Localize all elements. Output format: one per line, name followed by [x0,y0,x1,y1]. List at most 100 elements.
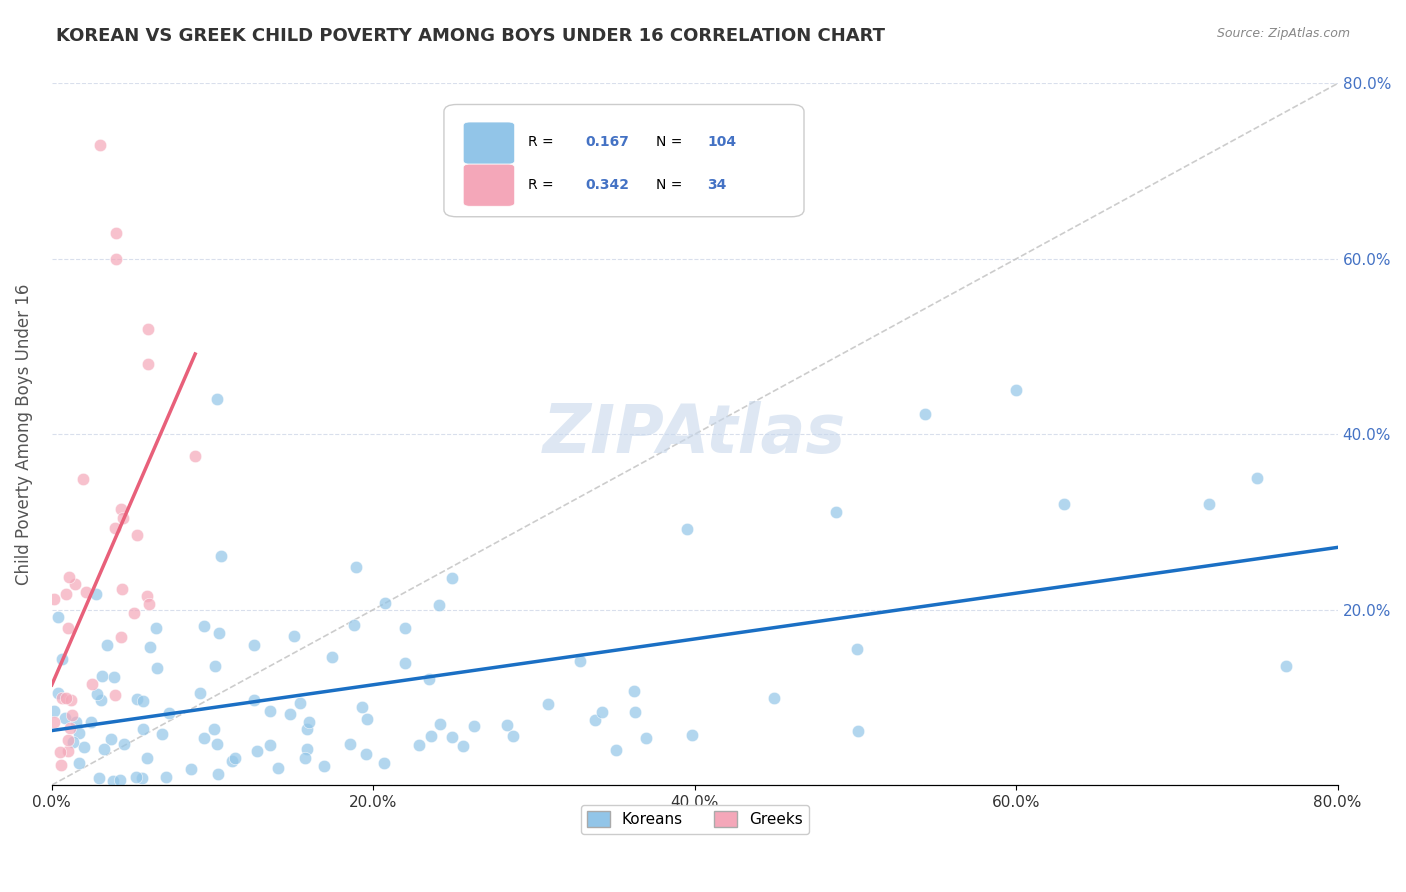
Point [103,670,125,684]
FancyBboxPatch shape [444,104,804,217]
Point [111,511,134,525]
Point [184,450,207,464]
Point [1275,659,1298,673]
Point [108,772,131,787]
Point [131,771,153,785]
Point [418,672,440,686]
Point [145,621,167,635]
Point [56,744,79,758]
Point [591,705,613,719]
Point [58,570,80,584]
Point [62,734,84,748]
Point [125,770,148,784]
Point [90,669,112,683]
Point [339,737,361,751]
Point [63,577,86,591]
Point [58,732,80,747]
Point [440,571,463,585]
Point [188,686,211,700]
Point [90,693,112,707]
Point [157,706,180,720]
Text: N =: N = [657,136,688,149]
Point [146,661,169,675]
Point [125,528,148,542]
Point [675,522,697,536]
Point [374,596,396,610]
Legend: Koreans, Greeks: Koreans, Greeks [581,805,808,834]
Point [67,726,90,740]
Point [80,714,103,729]
Point [42,592,65,607]
Point [243,638,266,652]
Point [762,691,785,706]
Point [55,587,77,601]
Point [89,137,111,152]
Point [1198,498,1220,512]
Point [373,756,395,771]
Point [110,631,132,645]
Point [429,717,451,731]
Point [46,609,69,624]
Point [59,693,82,707]
Point [321,650,343,665]
Point [103,774,125,789]
Text: 104: 104 [707,136,737,149]
Point [136,322,159,336]
Point [1246,471,1268,485]
Point [46,686,69,700]
Point [80,677,103,691]
Point [914,408,936,422]
Point [583,713,606,727]
Point [73,740,96,755]
Point [202,723,225,737]
Point [96,639,118,653]
Point [135,751,157,765]
Point [267,760,290,774]
FancyBboxPatch shape [463,122,515,164]
Point [139,640,162,655]
Point [451,739,474,754]
Text: KOREAN VS GREEK CHILD POVERTY AMONG BOYS UNDER 16 CORRELATION CHART: KOREAN VS GREEK CHILD POVERTY AMONG BOYS… [56,27,886,45]
Point [112,737,135,751]
Point [259,739,281,753]
Point [105,252,128,266]
Point [636,731,658,745]
Point [427,598,450,612]
Point [138,597,160,611]
Point [193,731,215,746]
Point [135,589,157,603]
Point [846,723,869,738]
Point [103,521,125,535]
Point [294,751,316,765]
Point [537,697,560,711]
Point [298,715,321,730]
Text: Source: ZipAtlas.com: Source: ZipAtlas.com [1216,27,1350,40]
Point [205,737,228,751]
Y-axis label: Child Poverty Among Boys Under 16: Child Poverty Among Boys Under 16 [15,284,32,585]
Point [288,696,311,710]
Point [441,730,464,744]
Point [132,694,155,708]
Point [44,714,66,729]
Point [53,711,76,725]
Point [502,729,524,743]
Point [180,763,202,777]
Point [59,721,82,735]
Point [67,756,90,771]
Point [93,742,115,756]
Point [246,744,269,758]
Point [136,357,159,371]
Point [1053,498,1076,512]
Text: ZIPAtlas: ZIPAtlas [543,401,846,467]
Text: N =: N = [657,178,688,192]
Point [420,729,443,743]
Point [350,700,373,714]
Point [463,719,485,733]
Point [624,705,647,719]
Point [51,691,73,706]
Point [72,472,94,486]
Point [51,652,73,666]
Point [111,582,134,597]
Point [221,755,243,769]
Point [42,704,65,718]
